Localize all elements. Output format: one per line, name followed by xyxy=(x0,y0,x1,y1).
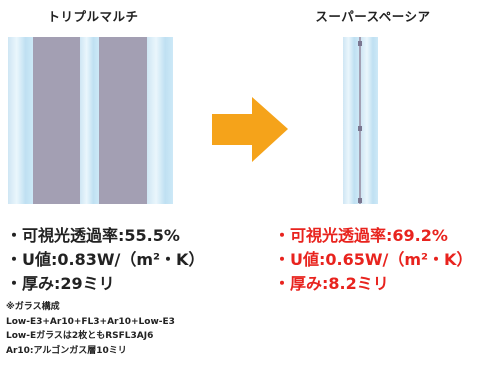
spacer-pillar xyxy=(358,126,362,131)
spec-u-value: ・U値:0.65W/（m²・K） xyxy=(274,250,473,269)
glass-pane-2 xyxy=(80,37,99,204)
note-line: Ar10:アルゴンガス層10ミリ xyxy=(6,345,127,356)
glass-composition-notes: ※ガラス構成 Low-E3+Ar10+FL3+Ar10+Low-E3 Low-E… xyxy=(6,300,175,358)
spacer-pillar xyxy=(358,41,362,46)
triple-glass-diagram xyxy=(8,37,173,204)
argon-gas-layer-2 xyxy=(99,37,147,204)
arrow-right-icon xyxy=(212,97,288,162)
right-panel-title: スーパースペーシア xyxy=(315,9,431,24)
note-heading: ※ガラス構成 xyxy=(6,302,60,312)
spacer-pillar xyxy=(358,198,362,203)
glass-pane-3 xyxy=(147,37,173,204)
argon-gas-layer-1 xyxy=(33,37,80,204)
note-line: Low-Eガラスは2枚ともRSFL3AJ6 xyxy=(6,331,154,341)
spec-u-value: ・U値:0.83W/（m²・K） xyxy=(6,250,205,269)
vacuum-glass-pane-1 xyxy=(343,37,359,204)
left-specs: ・可視光透過率:55.5% ・U値:0.83W/（m²・K） ・厚み:29ミリ xyxy=(6,224,204,296)
left-panel-title: トリプルマルチ xyxy=(47,9,139,24)
spec-thickness: ・厚み:8.2ミリ xyxy=(274,274,389,293)
note-line: Low-E3+Ar10+FL3+Ar10+Low-E3 xyxy=(6,316,175,327)
glass-pane-1 xyxy=(8,37,33,204)
spec-visible-transmittance: ・可視光透過率:69.2% xyxy=(274,226,448,245)
spec-thickness: ・厚み:29ミリ xyxy=(6,274,115,293)
spec-visible-transmittance: ・可視光透過率:55.5% xyxy=(6,226,180,245)
super-spacia-diagram xyxy=(343,37,378,204)
vacuum-layer xyxy=(359,37,361,204)
right-specs: ・可視光透過率:69.2% ・U値:0.65W/（m²・K） ・厚み:8.2ミリ xyxy=(274,224,472,296)
vacuum-glass-pane-2 xyxy=(361,37,378,204)
